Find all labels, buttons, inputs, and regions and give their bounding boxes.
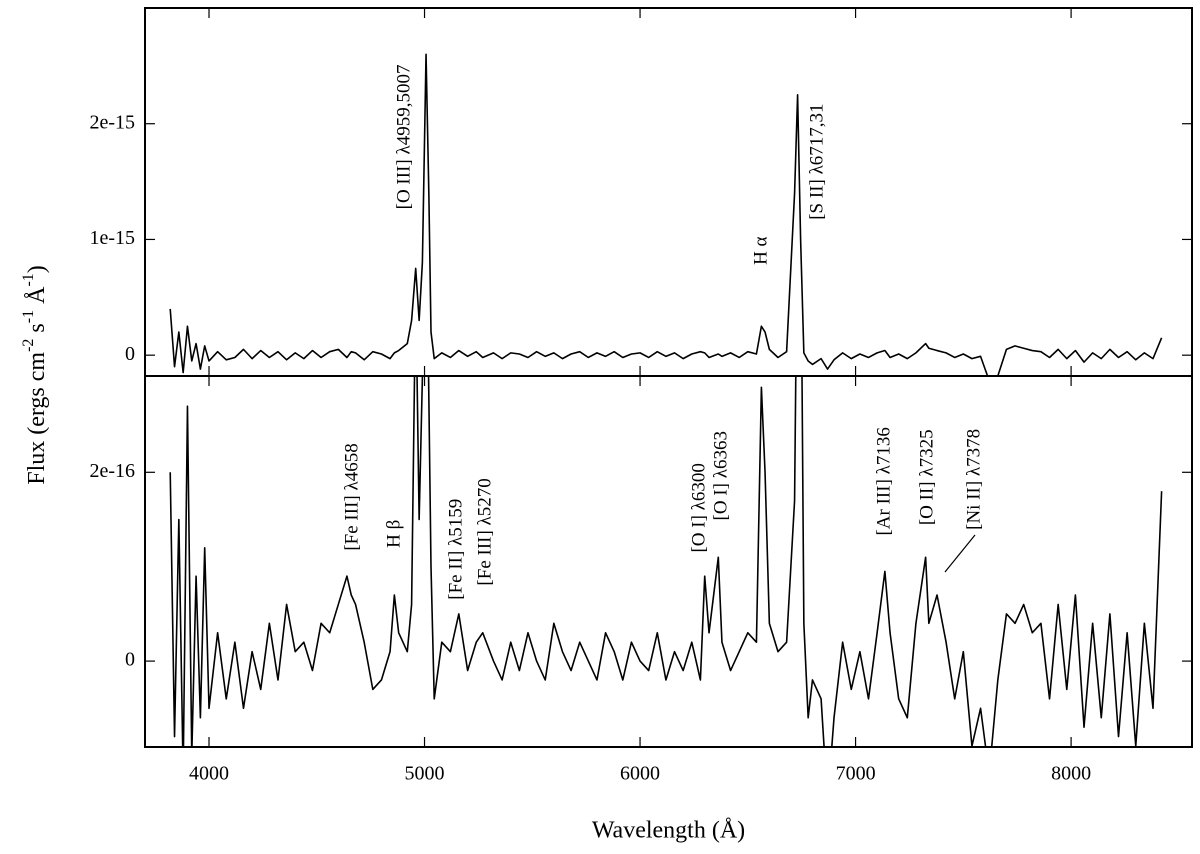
y-tick-label: 2e-16 — [89, 460, 135, 482]
line-annotation: H β — [383, 520, 404, 548]
x-tick-label: 6000 — [620, 763, 660, 785]
annotation-pointer — [944, 534, 976, 573]
y-axis-label: Flux (ergs cm-2 s-1 Å-1) — [20, 265, 49, 485]
panel-frame — [144, 7, 1193, 377]
x-tick-label: 4000 — [189, 763, 229, 785]
line-annotation: [Fe III] λ5270 — [474, 478, 495, 585]
line-annotation: [S II] λ6717,31 — [806, 103, 827, 219]
y-tick-label: 1e-15 — [89, 227, 135, 249]
x-tick-label: 7000 — [836, 763, 876, 785]
line-annotation: [O III] λ4959,5007 — [393, 65, 414, 210]
line-annotation: [Ar III] λ7136 — [873, 427, 894, 535]
line-annotation: [Fe III] λ4658 — [341, 443, 362, 550]
line-annotation: [Fe II] λ5159 — [445, 499, 466, 600]
y-tick-label: 0 — [125, 649, 135, 671]
y-axis-label-exponent: -1 — [20, 310, 37, 323]
y-axis-label-exponent: -2 — [20, 339, 37, 352]
y-axis-label-exponent: -1 — [20, 273, 37, 286]
spectrum-line — [169, 376, 1163, 747]
spectrum-line — [169, 53, 1163, 376]
spectrum — [169, 53, 1163, 376]
y-axis-label-part: ) — [24, 265, 50, 273]
panel-frame — [144, 375, 1193, 748]
x-tick-label: 8000 — [1051, 763, 1091, 785]
line-annotation: [O I] λ6363 — [710, 431, 731, 520]
x-axis-label: Wavelength (Å) — [592, 818, 745, 844]
y-axis-label-part: Flux (ergs cm — [24, 352, 50, 485]
spectrum — [169, 376, 1163, 747]
y-tick-label: 2e-15 — [89, 111, 135, 133]
y-axis-label-part: Å — [24, 286, 50, 310]
line-annotation: [O II] λ7325 — [916, 429, 937, 525]
line-annotation: H α — [750, 236, 771, 264]
line-annotation: [O I] λ6300 — [688, 463, 709, 552]
y-tick-label: 0 — [125, 343, 135, 365]
y-axis-label-part: s — [24, 323, 50, 338]
x-tick-label: 5000 — [405, 763, 445, 785]
line-annotation: [Ni II] λ7378 — [964, 429, 985, 530]
